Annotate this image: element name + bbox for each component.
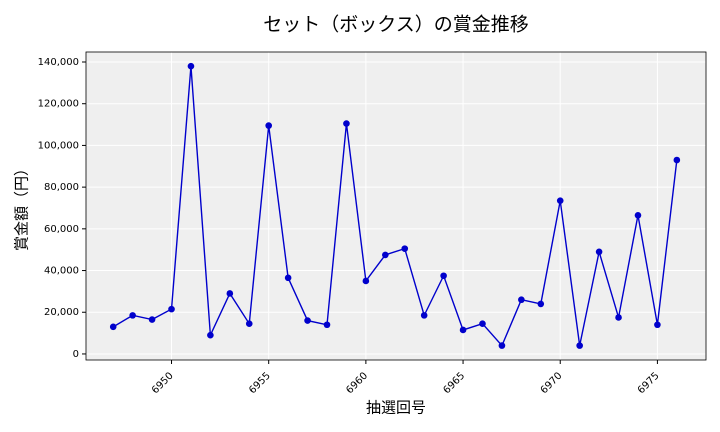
x-tick-label: 6960	[344, 370, 370, 396]
y-tick-label: 100,000	[38, 140, 79, 151]
marker	[498, 342, 506, 349]
line	[112, 66, 678, 347]
y-axis-label: 賞金額（円）	[13, 161, 31, 251]
marker	[245, 320, 253, 328]
x-tick-label: 6975	[636, 370, 662, 396]
x-tick-label: 6970	[539, 370, 565, 396]
marker	[518, 296, 525, 304]
y-tick-label: 120,000	[38, 99, 79, 110]
marker	[265, 122, 272, 129]
y-tick-label: 140,000	[38, 57, 79, 68]
y-tick-label: 80,000	[44, 182, 79, 193]
marker	[654, 321, 661, 329]
marker	[382, 251, 389, 259]
x-tick-label: 6955	[247, 370, 273, 396]
marker	[148, 316, 156, 323]
marker	[226, 290, 234, 297]
marker	[479, 320, 486, 328]
y-tick-label: 0	[73, 349, 79, 360]
x-tick-label: 6965	[442, 370, 468, 396]
marker	[576, 342, 583, 349]
marker	[440, 272, 447, 280]
marker	[343, 120, 350, 127]
marker	[207, 331, 214, 339]
marker	[323, 321, 331, 329]
marker	[595, 248, 603, 256]
marker	[362, 277, 370, 285]
y-tick-label: 40,000	[44, 266, 79, 277]
marker	[304, 317, 311, 324]
marker	[109, 323, 117, 331]
marker	[459, 326, 467, 334]
marker	[556, 197, 564, 204]
plot-border	[85, 51, 707, 361]
y-tick-label: 60,000	[44, 224, 79, 235]
x-tick-label: 6950	[150, 370, 176, 396]
marker	[615, 314, 622, 321]
marker	[284, 274, 292, 282]
marker	[673, 156, 681, 164]
x-axis-label: 抽選回号	[366, 399, 426, 417]
marker	[401, 245, 409, 252]
marker	[420, 312, 428, 319]
marker	[129, 312, 136, 319]
marker	[187, 62, 195, 70]
marker	[168, 305, 175, 313]
plot-area	[86, 52, 706, 360]
y-tick-label: 20,000	[44, 307, 79, 318]
marker	[634, 211, 642, 219]
marker	[537, 300, 545, 308]
chart-title: セット（ボックス）の賞金推移	[263, 14, 528, 36]
